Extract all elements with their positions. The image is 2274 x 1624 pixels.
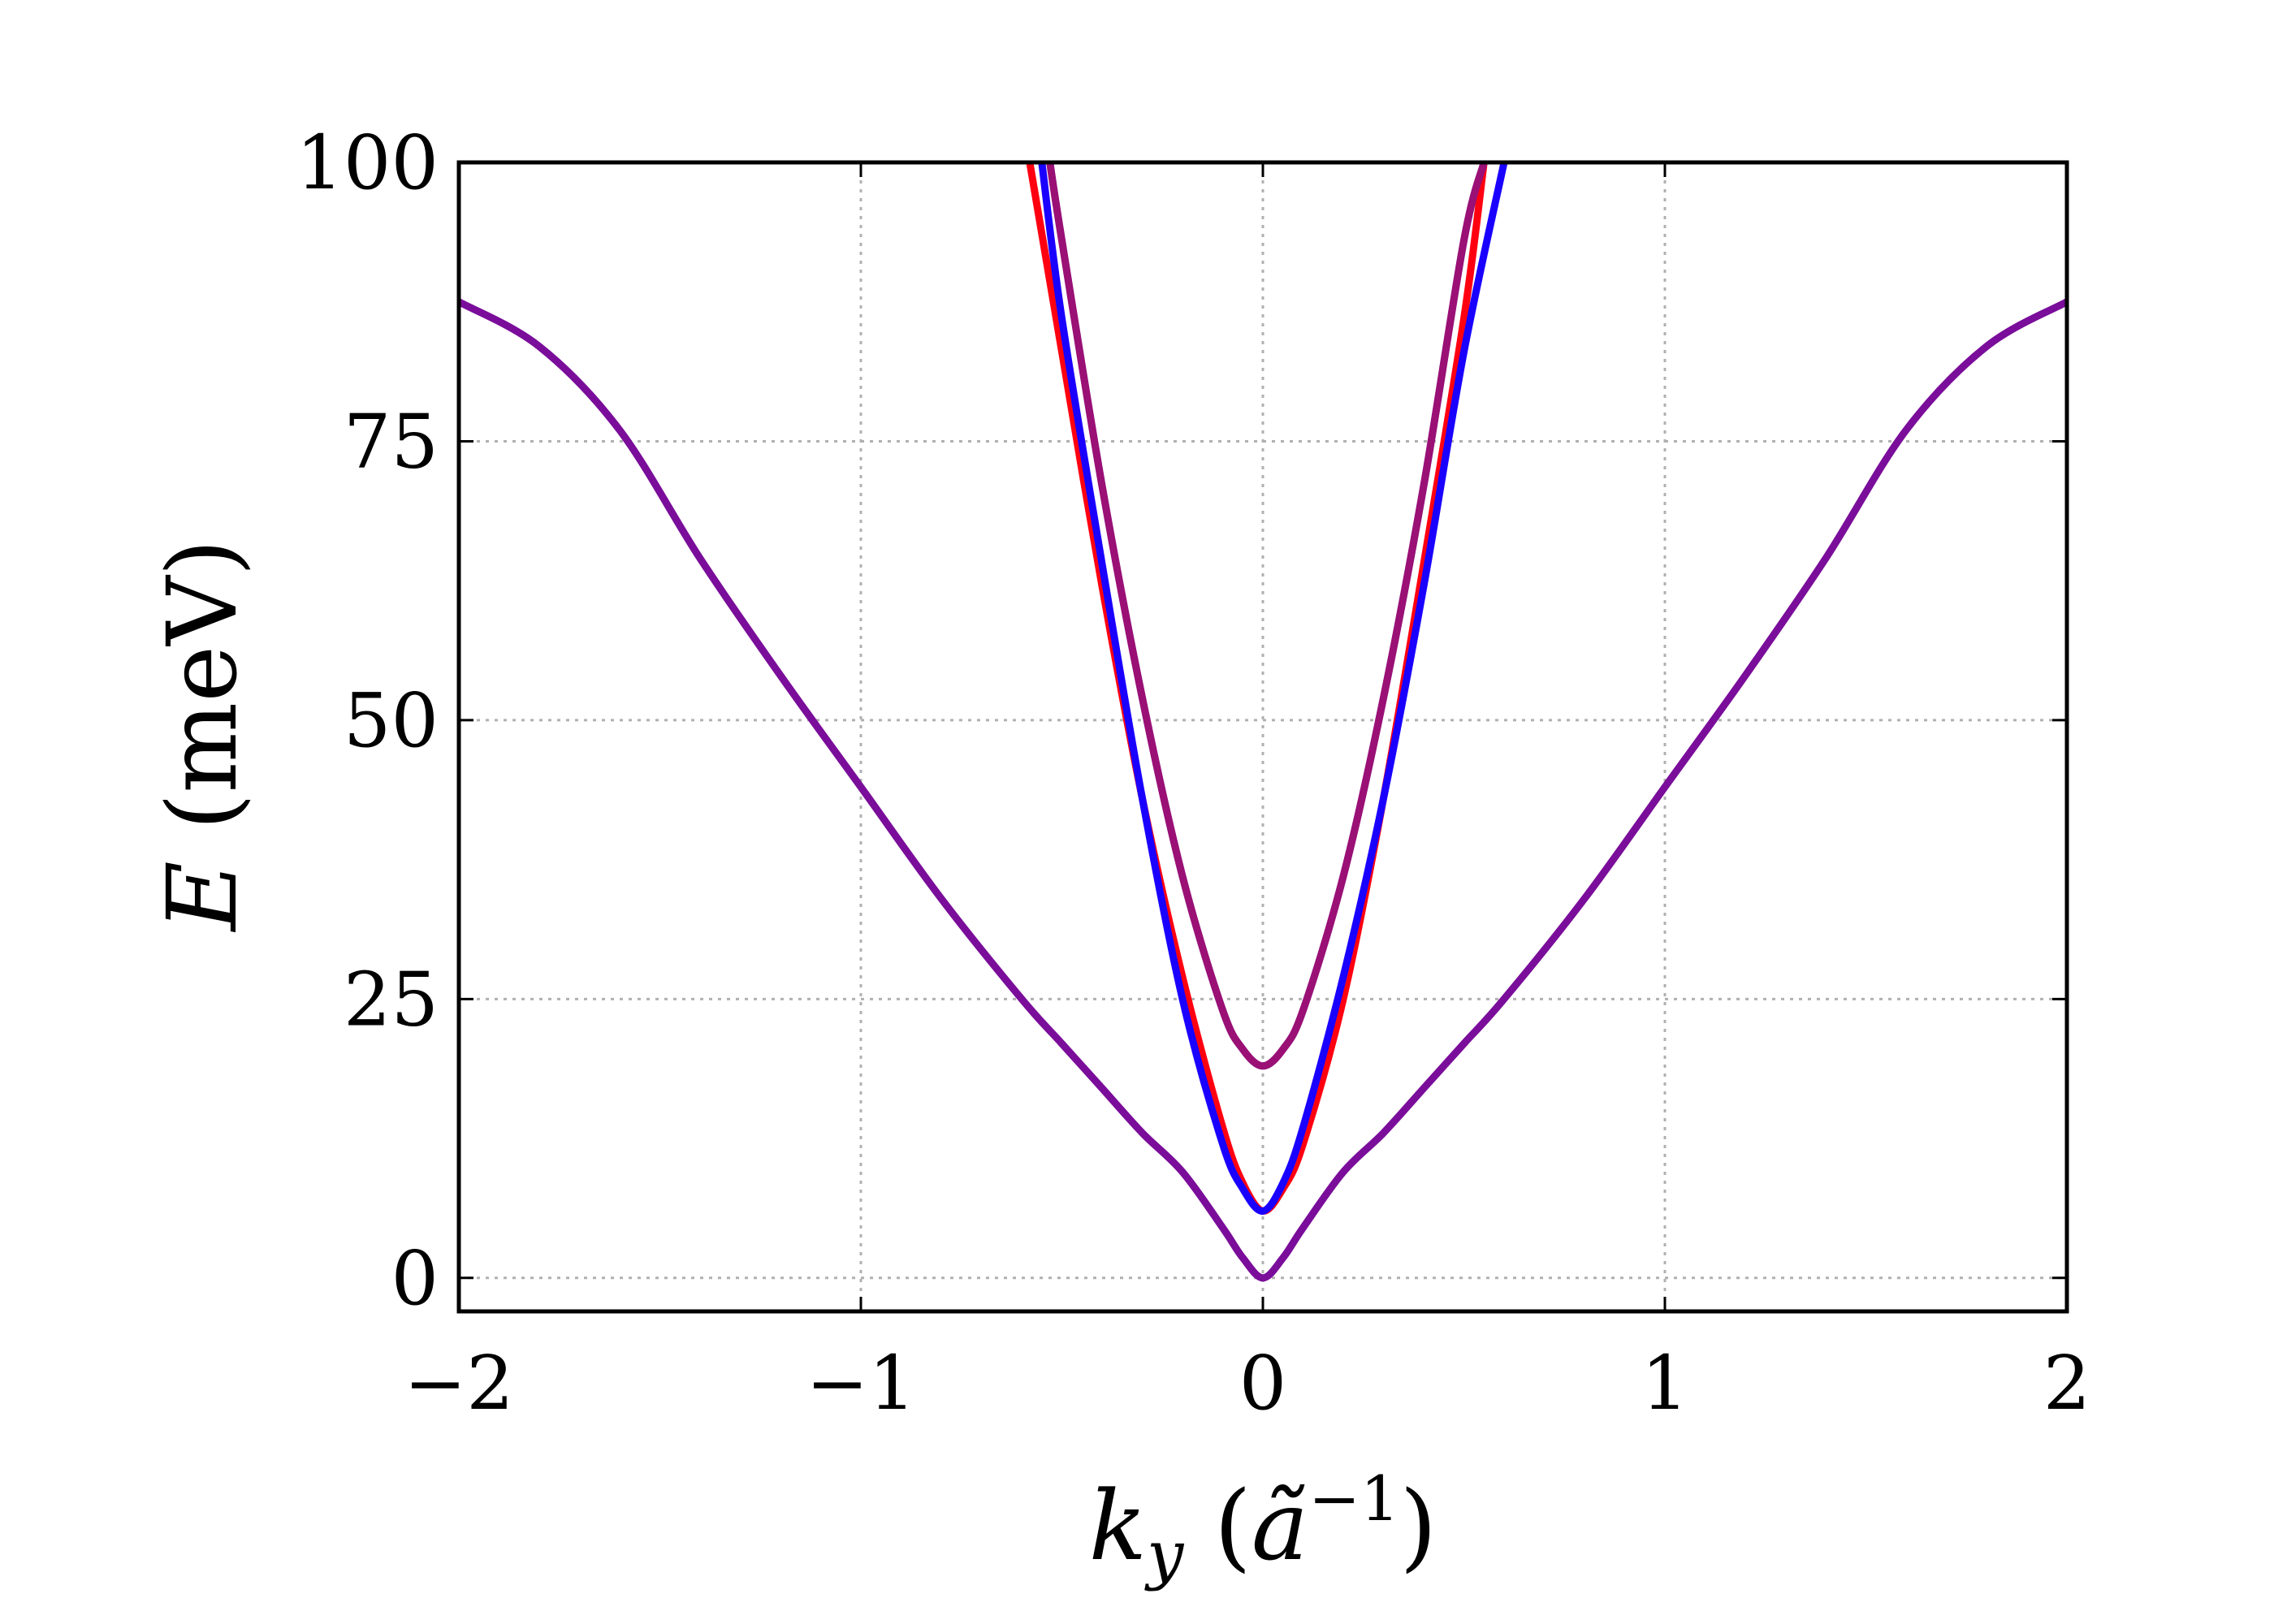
- x-axis-var: k: [1089, 1470, 1148, 1582]
- y-axis-var: E: [146, 861, 258, 932]
- band-curves: [459, 162, 2067, 1282]
- x-axis-close-paren: ): [1399, 1470, 1437, 1582]
- y-tick-label: 50: [344, 677, 439, 764]
- y-tick-label: 25: [344, 956, 439, 1043]
- y-axis-unit: (meV): [146, 539, 258, 831]
- band-line-1: [459, 298, 2067, 1282]
- grid-lines: [459, 162, 2067, 1311]
- x-tick-label: −1: [806, 1340, 916, 1427]
- x-axis-subscript: y: [1144, 1517, 1185, 1592]
- x-axis-unit-exponent: −1: [1308, 1462, 1399, 1535]
- y-tick-label: 75: [344, 398, 439, 485]
- y-tick-label: 100: [296, 119, 439, 206]
- band-line-3: [1038, 162, 1508, 1215]
- x-tick-label: −2: [404, 1340, 514, 1427]
- x-tick-label: 0: [1239, 1340, 1287, 1427]
- x-axis-open-paren: (: [1183, 1470, 1252, 1582]
- x-axis-title: ky (ã−1): [1089, 1462, 1437, 1592]
- tick-labels: −2 −1 0 1 2 0 25 50 75 100: [296, 119, 2090, 1427]
- band-line-5: [1046, 162, 1488, 1070]
- y-axis-space: [146, 831, 258, 862]
- y-tick-label: 0: [391, 1235, 439, 1322]
- x-tick-label: 1: [1641, 1340, 1689, 1427]
- x-tick-label: 2: [2043, 1340, 2091, 1427]
- y-axis-title: E (meV): [146, 539, 258, 933]
- x-axis-unit-base: ã: [1252, 1470, 1308, 1582]
- band-line-2: [1026, 162, 1488, 1215]
- axis-ticks: [457, 161, 2069, 1311]
